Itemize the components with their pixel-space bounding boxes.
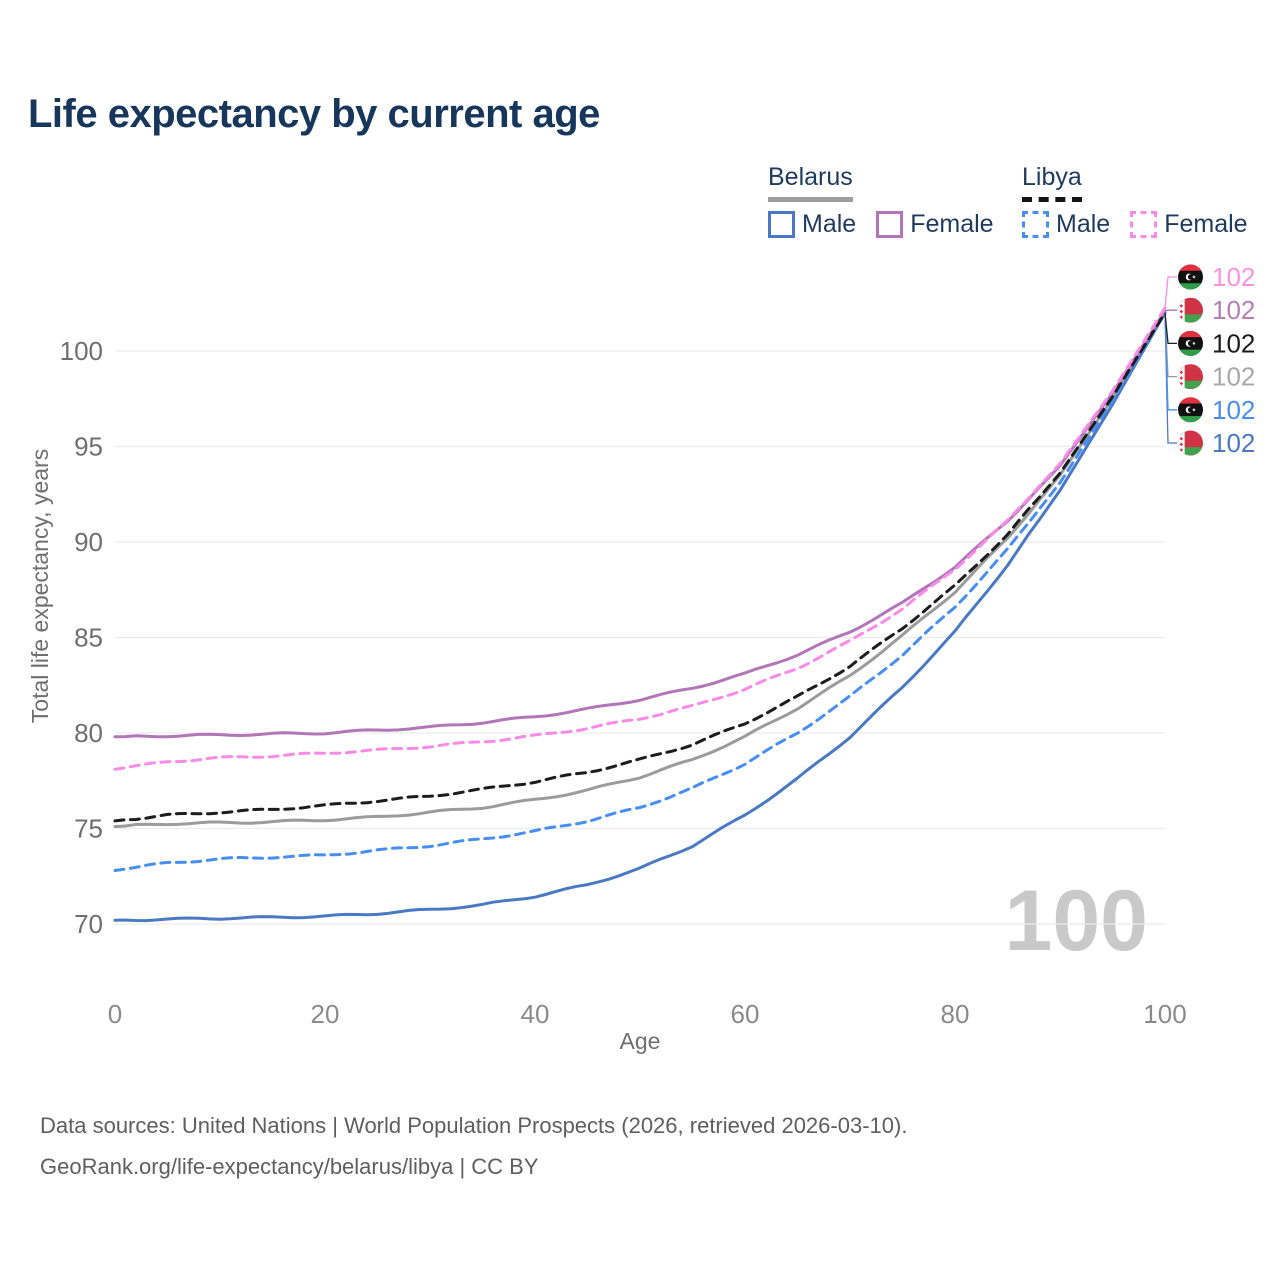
end-value-label-lb: 102	[1212, 328, 1255, 358]
flag-libya-icon	[1178, 397, 1203, 422]
series-line-bm[interactable]	[113, 311, 1167, 923]
flag-belarus-icon	[1178, 431, 1203, 458]
y-tick-label: 75	[74, 814, 103, 844]
series-line-bb[interactable]	[113, 311, 1167, 829]
x-tick-label: 20	[311, 999, 340, 1029]
legend-label: Female	[1164, 210, 1248, 238]
libya-female-swatch-icon	[1130, 211, 1158, 238]
y-tick-label: 90	[74, 527, 103, 557]
end-value-label-bm: 102	[1212, 428, 1255, 458]
x-axis-title: Age	[620, 1028, 661, 1054]
legend-group-belarus: Belarus Male Female	[768, 163, 1014, 239]
y-tick-label: 100	[60, 336, 103, 366]
series-line-bf[interactable]	[113, 309, 1167, 739]
x-tick-label: 0	[108, 999, 122, 1029]
series-line-lb[interactable]	[113, 311, 1167, 823]
flag-libya-icon	[1178, 265, 1203, 290]
legend-group-libya: Libya Male Female	[1022, 163, 1248, 239]
series-line-lm[interactable]	[113, 311, 1167, 872]
y-tick-label: 80	[74, 718, 103, 748]
label-connector	[1164, 312, 1177, 345]
legend-country-belarus[interactable]: Belarus	[768, 163, 853, 202]
label-connector	[1164, 312, 1177, 411]
libya-male-swatch-icon	[1022, 211, 1049, 238]
y-axis-title: Total life expectancy, years	[27, 449, 53, 723]
label-connector	[1164, 276, 1177, 309]
x-tick-label: 80	[941, 999, 970, 1029]
footer: Data sources: United Nations | World Pop…	[40, 1106, 907, 1187]
belarus-female-swatch-icon	[876, 211, 904, 238]
legend-label: Male	[1056, 210, 1111, 238]
series-line-lf[interactable]	[113, 306, 1167, 771]
footer-attribution: GeoRank.org/life-expectancy/belarus/liby…	[40, 1153, 539, 1179]
end-value-label-lf: 102	[1212, 262, 1255, 292]
chart-title: Life expectancy by current age	[28, 92, 600, 136]
legend-label: Female	[910, 210, 994, 238]
end-value-label-lm: 102	[1212, 395, 1255, 425]
flag-libya-icon	[1178, 331, 1203, 356]
watermark-100: 100	[1004, 873, 1149, 969]
y-tick-label: 95	[74, 432, 103, 462]
flag-belarus-icon	[1178, 364, 1203, 391]
end-value-label-bb: 102	[1212, 362, 1255, 392]
end-value-label-bf: 102	[1212, 295, 1255, 325]
belarus-male-swatch-icon	[768, 211, 795, 238]
x-tick-label: 100	[1143, 999, 1186, 1029]
label-connector	[1164, 309, 1177, 312]
legend-label: Male	[802, 210, 857, 238]
legend-country-libya[interactable]: Libya	[1022, 163, 1082, 202]
legend-item-libya-female[interactable]: Female	[1130, 210, 1248, 239]
y-tick-label: 70	[74, 909, 103, 939]
y-tick-label: 85	[74, 623, 103, 653]
footer-data-sources: Data sources: United Nations | World Pop…	[40, 1113, 908, 1138]
x-tick-label: 40	[521, 999, 550, 1029]
legend-item-libya-male[interactable]: Male	[1022, 210, 1110, 239]
legend-item-belarus-male[interactable]: Male	[768, 210, 856, 239]
legend-item-belarus-female[interactable]: Female	[876, 210, 994, 239]
flag-belarus-icon	[1178, 298, 1203, 325]
x-tick-label: 60	[731, 999, 760, 1029]
